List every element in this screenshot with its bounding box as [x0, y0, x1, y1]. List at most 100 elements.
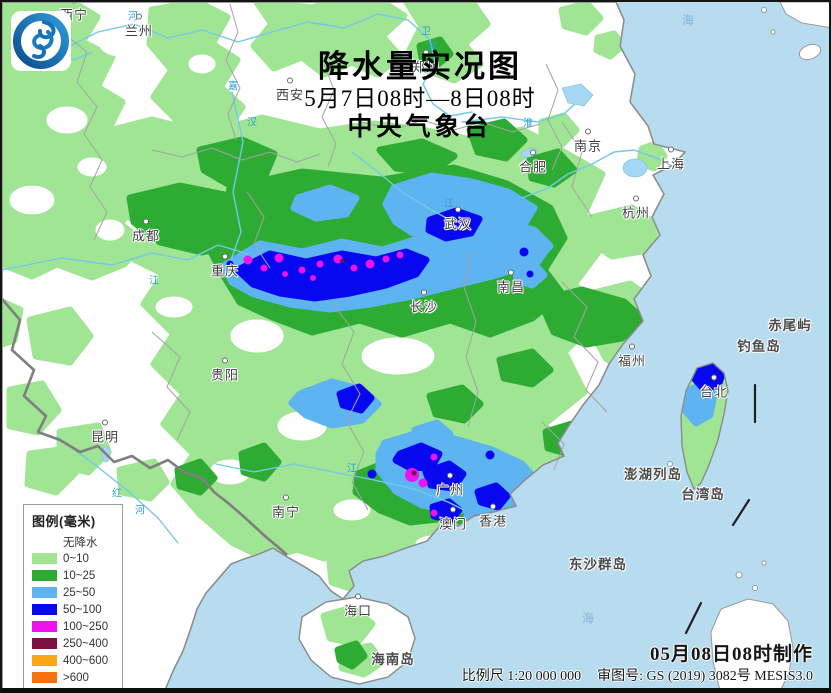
legend-row: 10~25 [32, 567, 114, 584]
legend-row: 0~10 [32, 550, 114, 567]
penghu-islets [667, 461, 673, 467]
city-marker-icon [449, 506, 456, 513]
city-label-taipei: 台北 [700, 374, 728, 401]
legend-row: 25~50 [32, 584, 114, 601]
city-label-nanchang: 南昌 [497, 269, 525, 296]
city-label-nanjing: 南京 [574, 128, 602, 155]
city-marker-icon [446, 472, 453, 479]
island-label-taiwandao: 台湾岛 [681, 487, 725, 502]
river-label: 河 [135, 505, 145, 517]
far-islands [779, 2, 829, 28]
river-label: 红 [112, 488, 122, 500]
island-label-penghu: 澎湖列岛 [624, 467, 682, 482]
legend-panel: 图例(毫米) 无降水 0~10 10~25 25~50 50~100 100~2… [23, 504, 123, 688]
legend-row: 50~100 [32, 601, 114, 618]
map-source: 中央气象台 [347, 114, 493, 141]
city-label-hongkong: 香港 [479, 503, 507, 530]
cma-logo-icon [11, 11, 71, 71]
legend-swatch [32, 553, 57, 564]
sea-boundary-dashes [684, 383, 757, 635]
legend-swatch [32, 570, 57, 581]
city-marker-icon [628, 343, 635, 350]
city-marker-icon [135, 13, 142, 20]
city-label-chengdu: 成都 [132, 218, 160, 245]
city-marker-icon [632, 195, 639, 202]
legend-row: 无降水 [32, 533, 114, 550]
city-label-fuzhou: 福州 [618, 343, 646, 370]
river-label: 淮 [523, 118, 533, 130]
river-label: 河 [128, 11, 138, 23]
sea-label: 海 [681, 13, 695, 28]
city-label-zhengzhou: 郑州 [412, 49, 440, 76]
legend-row: >600 [32, 669, 114, 686]
map-title: 降水量实况图 [318, 49, 522, 84]
city-label-nanning: 南宁 [272, 494, 300, 521]
city-label-wuhan: 武汉 [444, 206, 472, 233]
legend-swatch [32, 604, 57, 615]
scale-text: 比例尺 1:20 000 000 [461, 669, 582, 684]
city-label-chongqing: 重庆 [211, 253, 239, 280]
legend-swatch [32, 672, 57, 683]
river-label: 江 [347, 463, 357, 475]
approval-text: 审图号: GS (2019) 3082号 MESIS3.0 [597, 669, 813, 684]
legend-swatch [32, 621, 57, 632]
river-label: 嘉 [228, 81, 238, 93]
river-label: 汉 [247, 117, 257, 129]
river-label: 河 [427, 42, 437, 54]
city-label-macau: 澳门 [439, 506, 467, 533]
city-marker-icon [101, 419, 108, 426]
city-label-lanzhou: 兰州 [125, 13, 153, 40]
city-marker-icon [584, 128, 591, 135]
river-label: 江 [444, 198, 454, 210]
scale-approval-line: 比例尺 1:20 000 000 审图号: GS (2019) 3082号 MES… [462, 665, 813, 685]
title-block: 降水量实况图 5月7日08时—8日08时 中央气象台 [270, 50, 570, 143]
city-label-hangzhou: 杭州 [622, 195, 650, 222]
city-label-hefei: 合肥 [519, 149, 547, 176]
legend-swatch [32, 655, 57, 666]
island-label-diaoyudao: 钓鱼岛 [737, 339, 781, 354]
legend-row: 400~600 [32, 652, 114, 669]
legend-row: 250~400 [32, 635, 114, 652]
made-time: 05月08日08时制作 [649, 644, 813, 665]
river-label: 江 [149, 275, 159, 287]
legend-swatch [32, 536, 57, 547]
city-marker-icon [667, 146, 674, 153]
island-label-hainandao: 海南岛 [371, 652, 415, 667]
city-marker-icon [710, 374, 717, 381]
city-marker-icon [221, 253, 228, 260]
city-label-xian: 西安 [276, 77, 304, 104]
city-marker-icon [422, 49, 429, 56]
city-marker-icon [489, 503, 496, 510]
national-border [2, 298, 288, 556]
luzon-island [710, 598, 794, 688]
island-label-chiweiyu: 赤尾屿 [768, 318, 812, 333]
province-borders [61, 3, 608, 511]
legend-swatch [32, 638, 57, 649]
city-label-changsha: 长沙 [410, 289, 438, 316]
legend-row: 100~250 [32, 618, 114, 635]
legend-title: 图例(毫米) [32, 514, 96, 529]
city-marker-icon [142, 218, 149, 225]
island-label-dongsha: 东沙群岛 [569, 557, 627, 572]
city-marker-icon [454, 206, 461, 213]
city-marker-icon [507, 269, 514, 276]
legend-swatch [32, 587, 57, 598]
city-label-guiyang: 贵阳 [211, 357, 239, 384]
city-marker-icon [282, 494, 289, 501]
city-marker-icon [221, 357, 228, 364]
city-marker-icon [529, 149, 536, 156]
map-subtitle: 5月7日08时—8日08时 [304, 86, 536, 111]
city-label-kunming: 昆明 [91, 419, 119, 446]
city-label-shanghai: 上海 [657, 146, 685, 173]
sea-label: 海 [581, 611, 595, 626]
city-marker-icon [420, 289, 427, 296]
city-label-haikou: 海口 [344, 593, 372, 620]
rain-50-100 [226, 207, 726, 524]
rain-250-400 [340, 259, 417, 476]
city-marker-icon [286, 77, 293, 84]
city-label-guangzhou: 广州 [436, 472, 464, 499]
cma-logo [11, 11, 71, 71]
city-marker-icon [354, 593, 361, 600]
